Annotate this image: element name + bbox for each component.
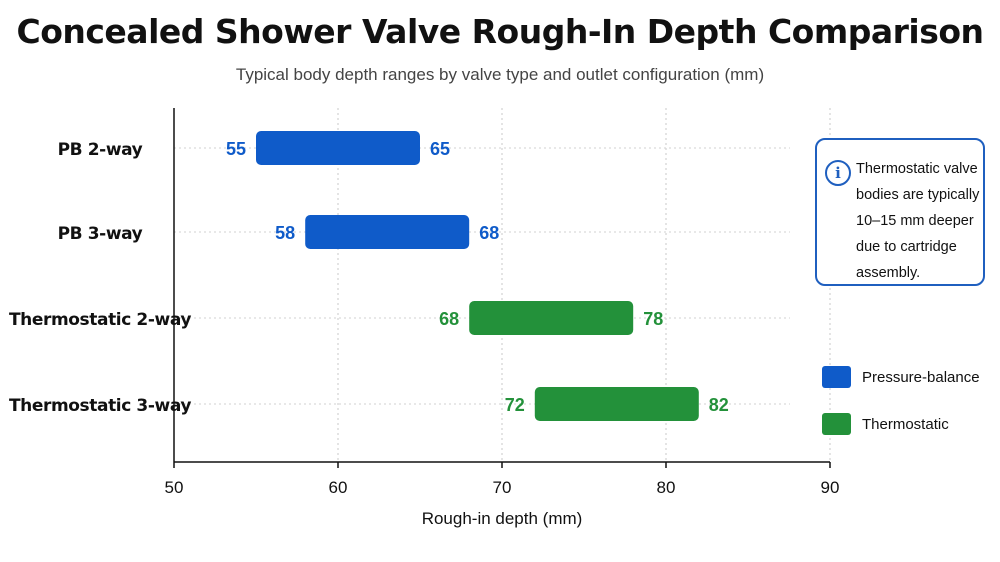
info-callout: i Thermostatic valve bodies are typicall…: [815, 138, 985, 286]
range-min-label: 68: [439, 309, 459, 329]
legend-label: Pressure-balance: [862, 368, 980, 386]
chart-title: Concealed Shower Valve Rough-In Depth Co…: [16, 12, 984, 51]
range-bar: [256, 131, 420, 165]
x-axis-label: Rough-in depth (mm): [422, 509, 583, 528]
y-category-label: PB 2-way: [58, 140, 143, 160]
chart-subtitle: Typical body depth ranges by valve type …: [235, 65, 765, 84]
legend-item-pressure-balance: Pressure-balance: [822, 366, 980, 388]
range-bar: [534, 387, 699, 421]
x-tick-label: 70: [493, 478, 512, 497]
range-max-label: 65: [430, 139, 450, 159]
y-category-label: Thermostatic 2-way: [9, 310, 191, 330]
legend-swatch-thermostatic: [822, 413, 851, 435]
y-category-label: Thermostatic 3-way: [9, 396, 191, 416]
legend-item-thermostatic: Thermostatic: [822, 413, 980, 435]
range-min-label: 72: [505, 395, 525, 415]
range-max-label: 78: [643, 309, 663, 329]
legend-label: Thermostatic: [862, 415, 949, 433]
y-category-label: PB 3-way: [58, 224, 143, 244]
x-tick-label: 60: [329, 478, 348, 497]
range-bar: [305, 215, 470, 249]
legend-swatch-pressure-balance: [822, 366, 851, 388]
chart-legend: Pressure-balance Thermostatic: [822, 366, 980, 460]
range-min-label: 55: [226, 139, 246, 159]
range-max-label: 82: [709, 395, 729, 415]
x-tick-label: 50: [165, 478, 184, 497]
x-tick-label: 80: [657, 478, 676, 497]
info-icon: i: [825, 160, 851, 186]
range-min-label: 58: [275, 223, 295, 243]
x-tick-label: 90: [821, 478, 840, 497]
range-bar: [469, 301, 634, 335]
range-max-label: 68: [479, 223, 499, 243]
info-callout-text: Thermostatic valve bodies are typically …: [856, 161, 980, 281]
